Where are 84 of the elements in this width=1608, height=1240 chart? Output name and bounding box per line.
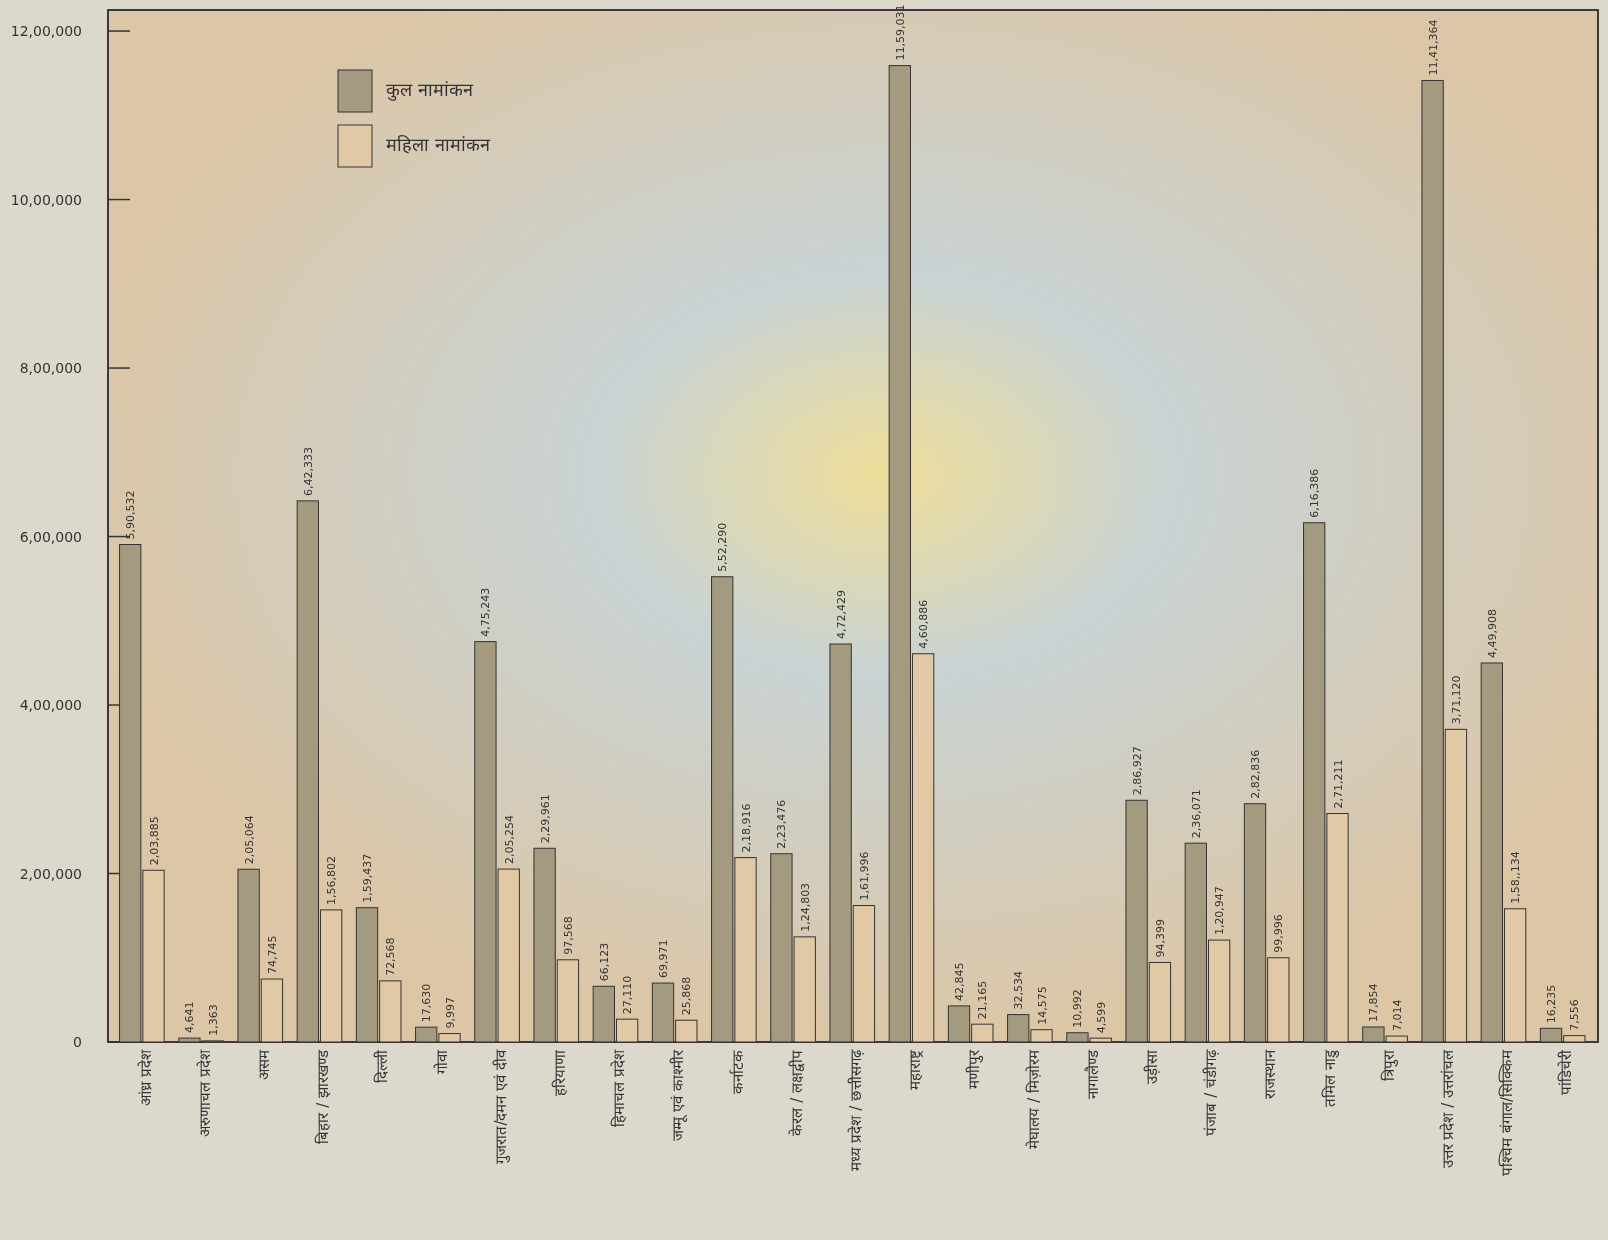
x-tick-label: महाराष्ट्र xyxy=(906,1050,925,1090)
y-tick-label: 2,00,000 xyxy=(19,865,82,882)
data-label: 14,575 xyxy=(1035,986,1049,1025)
legend-label: कुल नामांकन xyxy=(386,79,474,101)
data-label: 11,41,364 xyxy=(1426,19,1440,76)
data-label: 4,49,908 xyxy=(1485,608,1499,658)
data-label: 4,75,243 xyxy=(479,587,493,637)
x-tick-label: पंजाब / चंडीगढ़ xyxy=(1202,1049,1221,1136)
data-label: 17,854 xyxy=(1367,983,1381,1022)
data-label: 94,399 xyxy=(1153,918,1167,958)
data-label: 2,86,927 xyxy=(1130,746,1144,796)
x-tick-label: पांडिचेरी xyxy=(1557,1049,1576,1095)
x-tick-label: तमिल नाडु xyxy=(1320,1049,1340,1107)
x-tick-label: मणीपुर xyxy=(965,1049,985,1089)
x-tick-label: राजस्थान xyxy=(1261,1049,1280,1099)
data-label: 17,630 xyxy=(420,983,434,1023)
x-tick-label: उत्तर प्रदेश / उत्तरांचल xyxy=(1439,1049,1457,1169)
data-label: 1,56,802 xyxy=(325,855,339,905)
x-tick-label: कर्नाटक xyxy=(728,1050,747,1094)
data-label: 3,71,120 xyxy=(1449,675,1463,725)
data-label: 97,568 xyxy=(561,916,575,955)
x-tick-label: केरल / लक्षद्वीप xyxy=(787,1050,806,1136)
legend-label: महिला नामांकन xyxy=(386,134,491,155)
y-tick-label: 10,00,000 xyxy=(10,191,82,208)
data-label: 1,61,996 xyxy=(857,851,871,901)
data-label: 2,23,476 xyxy=(775,799,789,849)
data-label: 5,90,532 xyxy=(124,490,138,540)
data-label: 2,36,071 xyxy=(1189,789,1203,839)
data-label: 2,29,961 xyxy=(538,794,552,844)
data-label: 2,82,836 xyxy=(1249,749,1263,799)
x-tick-label: मेघालय / मिज़ोरम xyxy=(1024,1049,1043,1149)
data-label: 25,868 xyxy=(680,976,694,1016)
data-label: 1,58,,134 xyxy=(1509,851,1523,904)
data-label: 21,165 xyxy=(976,980,990,1020)
y-tick-label: 12,00,000 xyxy=(10,23,82,40)
data-label: 4,60,886 xyxy=(917,599,931,649)
data-label: 1,59,437 xyxy=(361,853,375,903)
x-tick-label: हरियाणा xyxy=(551,1049,569,1096)
x-tick-label: आंध्र प्रदेश xyxy=(136,1049,155,1106)
x-tick-label: दिल्ली xyxy=(373,1049,392,1083)
data-label: 1,20,947 xyxy=(1213,886,1227,936)
data-label: 2,18,916 xyxy=(739,803,753,853)
x-tick-label: अरुणाचल प्रदेश xyxy=(195,1049,214,1137)
data-label: 5,52,290 xyxy=(716,522,730,572)
x-tick-label: जम्मू एवं काश्मीर xyxy=(669,1049,689,1141)
data-label: 1,24,803 xyxy=(798,882,812,932)
data-label: 7,014 xyxy=(1390,999,1404,1032)
data-label: 32,534 xyxy=(1012,971,1026,1010)
x-tick-label: हिमाचल प्रदेश xyxy=(610,1049,629,1127)
x-tick-label: त्रिपुरा xyxy=(1379,1049,1399,1081)
data-label: 6,16,386 xyxy=(1308,468,1322,518)
data-label: 74,745 xyxy=(265,935,279,975)
data-label: 16,235 xyxy=(1545,984,1559,1024)
y-tick-label: 8,00,000 xyxy=(19,360,82,377)
y-tick-label: 6,00,000 xyxy=(19,528,82,545)
data-label: 72,568 xyxy=(384,937,398,976)
x-tick-label: बिहार / झारखण्ड xyxy=(314,1049,333,1144)
data-label: 2,03,885 xyxy=(147,816,161,866)
x-tick-label: गोवा xyxy=(432,1049,451,1074)
x-tick-label: नागालैण्ड xyxy=(1083,1049,1102,1099)
data-label: 10,992 xyxy=(1071,989,1085,1028)
data-label: 2,71,211 xyxy=(1331,759,1345,809)
data-label: 11,59,031 xyxy=(893,4,907,61)
data-label: 27,110 xyxy=(621,975,635,1015)
data-label: 9,997 xyxy=(443,997,457,1029)
y-tick-label: 4,00,000 xyxy=(19,697,82,714)
x-tick-label: मध्य प्रदेश / छत्तीसगढ़ xyxy=(847,1049,865,1172)
data-label: 99,996 xyxy=(1272,914,1286,953)
data-label: 4,599 xyxy=(1094,1001,1108,1034)
y-tick-label: 0 xyxy=(73,1034,82,1050)
data-label: 1,363 xyxy=(206,1004,220,1036)
data-label: 2,05,064 xyxy=(242,815,256,865)
data-label: 7,556 xyxy=(1568,999,1582,1031)
data-label: 2,05,254 xyxy=(502,815,516,865)
data-label: 66,123 xyxy=(597,942,611,982)
data-label: 69,971 xyxy=(657,939,671,979)
data-label: 4,641 xyxy=(183,1001,197,1034)
x-tick-label: असम xyxy=(255,1049,273,1080)
x-tick-label: उड़ीसा xyxy=(1143,1049,1161,1084)
x-tick-label: पश्चिम बंगाल/सिक्किम xyxy=(1498,1049,1517,1176)
data-label: 6,42,333 xyxy=(301,446,315,496)
data-label: 4,72,429 xyxy=(834,590,848,639)
data-label: 42,845 xyxy=(953,962,967,1001)
x-tick-label: गुजरात/दमन एवं दीव xyxy=(491,1049,511,1164)
